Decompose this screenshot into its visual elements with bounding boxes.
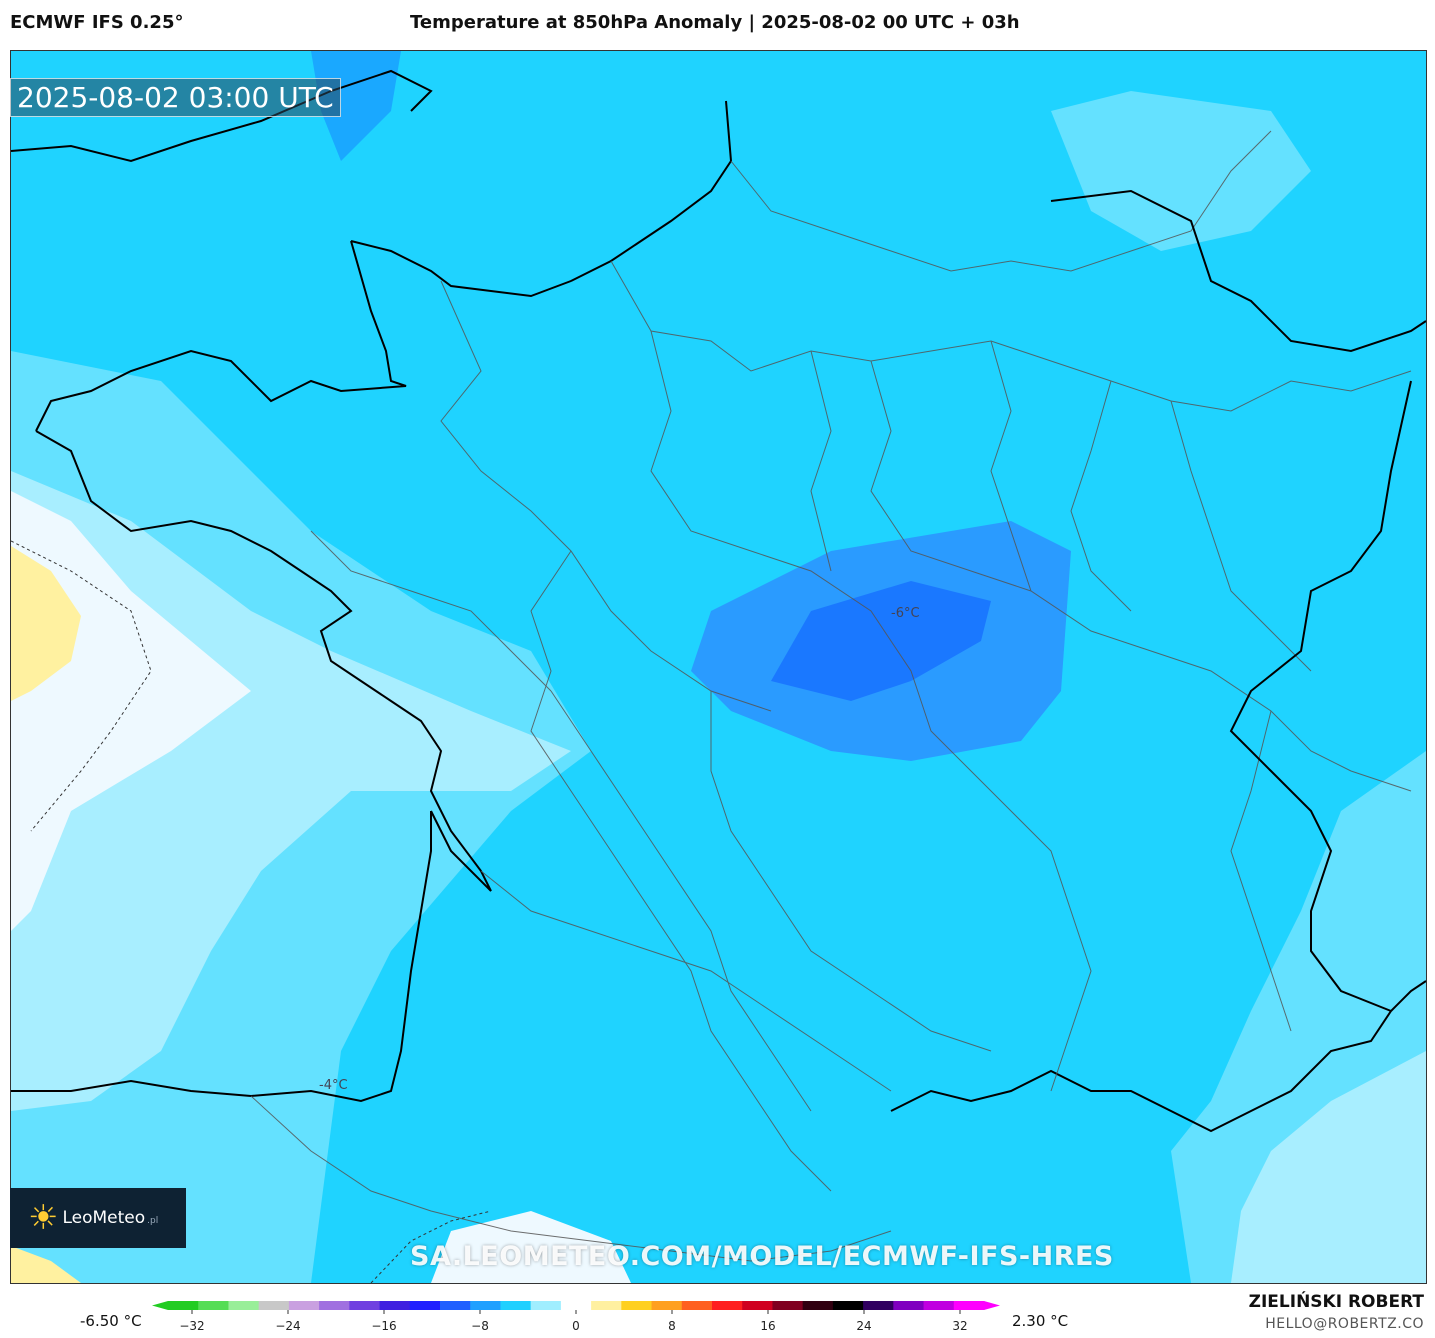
watermark-url: SA.LEOMETEO.COM/MODEL/ECMWF-IFS-HRES [410, 1241, 1114, 1272]
region-borders [250, 130, 1412, 1262]
map-area[interactable]: -6°C -4°C [10, 50, 1427, 1284]
colorbar-segment [802, 1301, 834, 1310]
colorbar-segment [832, 1301, 864, 1310]
colorbar-tick-label: −24 [275, 1319, 300, 1333]
model-name: ECMWF IFS 0.25° [10, 12, 184, 33]
colorbar-segment [228, 1301, 260, 1310]
valid-time-box: 2025-08-02 03:00 UTC [10, 78, 341, 117]
colorbar-segment [379, 1301, 411, 1310]
colorbar-segment [470, 1301, 501, 1310]
field-yellow-sw [11, 1246, 81, 1283]
colorbar-tick-label: 0 [572, 1319, 580, 1333]
colorbar-segment [258, 1301, 290, 1310]
colorbar-segment [560, 1301, 592, 1310]
colorbar-segment [923, 1301, 955, 1310]
field-darker-core [771, 581, 991, 701]
author-email[interactable]: HELLO@ROBERTZ.CO [1265, 1316, 1424, 1332]
colorbar-tick-label: 24 [856, 1319, 871, 1333]
contour-dashed-west [11, 540, 152, 832]
colorbar-arrow-right [984, 1301, 1000, 1310]
contour-dashed-sw [370, 1210, 492, 1283]
logo-tld: .pl [147, 1216, 159, 1226]
colorbar-segment [772, 1301, 804, 1310]
national-border [1050, 189, 1426, 1012]
author-name: ZIELIŃSKI ROBERT [1248, 1292, 1424, 1312]
colorbar-arrow-left [152, 1301, 168, 1310]
field-white-sw [431, 1211, 631, 1283]
map-canvas: -6°C -4°C [11, 51, 1426, 1283]
field-yellow-west [11, 546, 81, 701]
colorbar-segment [591, 1301, 622, 1310]
contour-label-minus4: -4°C [319, 1078, 348, 1093]
colorbar-tick-label: −8 [471, 1319, 489, 1333]
colorbar-tick-label: 16 [760, 1319, 775, 1333]
colorbar-segment [712, 1301, 743, 1310]
colorbar-segment [349, 1301, 381, 1310]
map-title: Temperature at 850hPa Anomaly | 2025-08-… [410, 12, 1020, 33]
colorbar-segment [500, 1301, 532, 1310]
colorbar-tick-label: −16 [371, 1319, 396, 1333]
logo-name: LeoMeteo [62, 1208, 146, 1228]
colorbar-segment [953, 1301, 985, 1310]
contour-label-minus6: -6°C [891, 606, 920, 621]
colorbar-segment [681, 1301, 713, 1310]
colorbar-max-label: 2.30 °C [1012, 1312, 1069, 1330]
coastline [11, 69, 1426, 1133]
field-lighter-southeast [1231, 1051, 1426, 1283]
colorbar-segment [530, 1301, 562, 1310]
colorbar-segment [863, 1301, 894, 1310]
colorbar-segment [893, 1301, 925, 1310]
colorbar-tick-label: 8 [668, 1319, 676, 1333]
colorbar-segment [319, 1301, 350, 1310]
colorbar-segment [288, 1301, 320, 1310]
colorbar-segment [440, 1301, 471, 1310]
colorbar-segment [742, 1301, 773, 1310]
sun-icon: ☀ [28, 1198, 59, 1238]
colorbar-segment [651, 1301, 683, 1310]
colorbar-min-label: -6.50 °C [80, 1312, 142, 1330]
colorbar-segment [409, 1301, 441, 1310]
colorbar: −32 −24 −16 −8 0 8 16 24 32 [152, 1301, 1000, 1333]
colorbar-segment [621, 1301, 653, 1310]
field-light-north [1051, 91, 1311, 251]
colorbar-segment [198, 1301, 229, 1310]
colorbar-tick-label: −32 [179, 1319, 204, 1333]
leometeo-logo[interactable]: ☀ LeoMeteo .pl [10, 1188, 186, 1248]
colorbar-tick-label: 32 [952, 1319, 967, 1333]
colorbar-segment [168, 1301, 199, 1310]
